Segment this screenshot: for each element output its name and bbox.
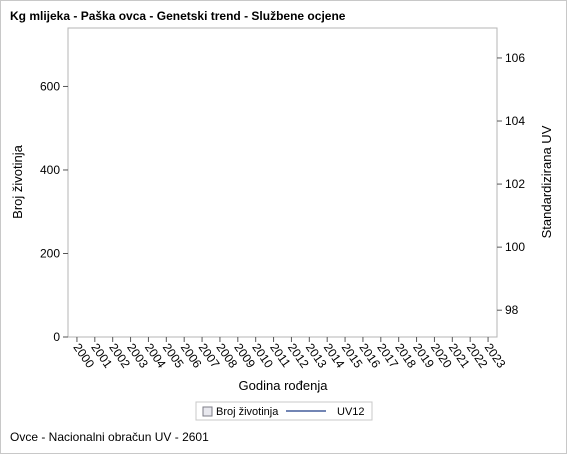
y2-tick-label: 98 [505, 303, 519, 317]
y-tick-label: 200 [40, 246, 60, 260]
y-axis-title: Broj životinja [10, 144, 25, 218]
right-axis-ticks: 98 100 102 104 106 [497, 51, 525, 317]
legend-label-bars: Broj životinja [216, 406, 279, 418]
y-tick-label: 600 [40, 79, 60, 93]
left-axis-ticks: 0 200 400 600 [40, 79, 68, 344]
y2-tick-label: 102 [505, 177, 525, 191]
chart-title: Kg mlijeka - Paška ovca - Genetski trend… [10, 9, 346, 23]
y2-axis-title: Standardizirana UV [539, 125, 554, 238]
x-axis-ticks: 2000200120022003200420052006200720082009… [70, 337, 509, 371]
axes [67, 27, 498, 338]
y-tick-label: 400 [40, 163, 60, 177]
legend-label-line: UV12 [337, 406, 365, 418]
legend: Broj životinja UV12 [195, 401, 373, 421]
legend-swatch-bars [202, 406, 213, 417]
y2-tick-label: 106 [505, 51, 525, 65]
y-tick-label: 0 [53, 330, 60, 344]
footer-note: Ovce - Nacionalni obračun UV - 2601 [10, 430, 209, 444]
x-axis-title: Godina rođenja [239, 378, 329, 393]
y2-tick-label: 100 [505, 240, 525, 254]
plot-area [67, 27, 498, 338]
y2-tick-label: 104 [505, 114, 525, 128]
legend-box [195, 401, 373, 421]
